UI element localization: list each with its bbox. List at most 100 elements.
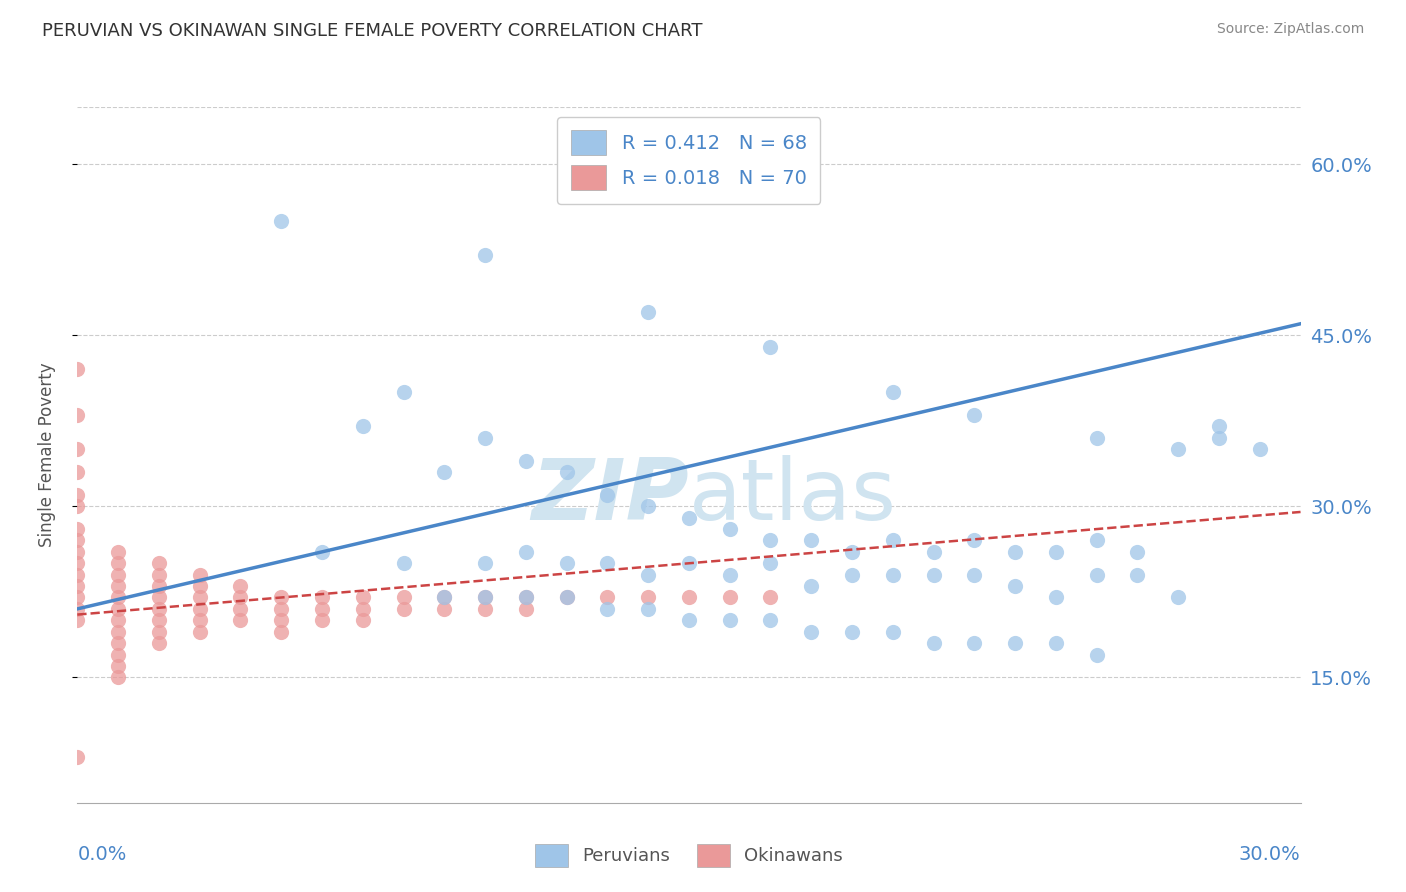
Point: [841, 624, 863, 639]
Legend: R = 0.412   N = 68, R = 0.018   N = 70: R = 0.412 N = 68, R = 0.018 N = 70: [558, 117, 820, 203]
Point: [392, 602, 415, 616]
Point: [270, 214, 292, 228]
Point: [66, 750, 89, 764]
Point: [718, 613, 741, 627]
Point: [718, 591, 741, 605]
Point: [963, 636, 986, 650]
Point: [841, 545, 863, 559]
Point: [596, 488, 619, 502]
Point: [188, 613, 211, 627]
Point: [66, 591, 89, 605]
Point: [678, 591, 700, 605]
Point: [270, 591, 292, 605]
Point: [352, 591, 374, 605]
Point: [66, 488, 89, 502]
Point: [107, 659, 129, 673]
Point: [1249, 442, 1271, 457]
Point: [66, 556, 89, 570]
Point: [759, 533, 782, 548]
Point: [311, 613, 333, 627]
Point: [229, 579, 252, 593]
Point: [1167, 591, 1189, 605]
Point: [107, 613, 129, 627]
Point: [66, 613, 89, 627]
Point: [637, 591, 659, 605]
Point: [474, 602, 496, 616]
Point: [311, 602, 333, 616]
Point: [678, 556, 700, 570]
Point: [433, 591, 456, 605]
Text: Source: ZipAtlas.com: Source: ZipAtlas.com: [1216, 22, 1364, 37]
Point: [474, 591, 496, 605]
Point: [596, 591, 619, 605]
Text: 30.0%: 30.0%: [1239, 845, 1301, 863]
Point: [474, 556, 496, 570]
Point: [922, 567, 945, 582]
Point: [515, 453, 537, 467]
Point: [963, 533, 986, 548]
Point: [718, 522, 741, 536]
Point: [637, 567, 659, 582]
Point: [66, 362, 89, 376]
Point: [1085, 533, 1108, 548]
Point: [66, 465, 89, 479]
Point: [1045, 545, 1067, 559]
Point: [66, 545, 89, 559]
Point: [188, 591, 211, 605]
Text: PERUVIAN VS OKINAWAN SINGLE FEMALE POVERTY CORRELATION CHART: PERUVIAN VS OKINAWAN SINGLE FEMALE POVER…: [42, 22, 703, 40]
Point: [392, 385, 415, 400]
Point: [188, 602, 211, 616]
Point: [188, 624, 211, 639]
Point: [1085, 648, 1108, 662]
Point: [1126, 567, 1149, 582]
Point: [474, 591, 496, 605]
Point: [1045, 636, 1067, 650]
Point: [148, 567, 170, 582]
Point: [678, 510, 700, 524]
Point: [596, 556, 619, 570]
Point: [270, 613, 292, 627]
Point: [229, 591, 252, 605]
Point: [1004, 545, 1026, 559]
Point: [311, 545, 333, 559]
Point: [1004, 579, 1026, 593]
Point: [474, 431, 496, 445]
Text: 0.0%: 0.0%: [77, 845, 127, 863]
Point: [229, 613, 252, 627]
Point: [759, 591, 782, 605]
Point: [678, 613, 700, 627]
Point: [311, 591, 333, 605]
Point: [107, 670, 129, 684]
Text: atlas: atlas: [689, 455, 897, 538]
Point: [66, 602, 89, 616]
Point: [148, 613, 170, 627]
Point: [107, 556, 129, 570]
Point: [1167, 442, 1189, 457]
Point: [963, 567, 986, 582]
Point: [433, 465, 456, 479]
Point: [270, 602, 292, 616]
Point: [188, 567, 211, 582]
Point: [922, 636, 945, 650]
Point: [1208, 419, 1230, 434]
Point: [555, 556, 578, 570]
Point: [107, 624, 129, 639]
Point: [637, 500, 659, 514]
Point: [66, 522, 89, 536]
Point: [107, 567, 129, 582]
Point: [515, 591, 537, 605]
Point: [718, 567, 741, 582]
Point: [882, 385, 904, 400]
Point: [107, 545, 129, 559]
Point: [515, 545, 537, 559]
Point: [1085, 567, 1108, 582]
Point: [66, 567, 89, 582]
Point: [66, 500, 89, 514]
Point: [800, 624, 823, 639]
Point: [107, 636, 129, 650]
Point: [515, 591, 537, 605]
Point: [148, 556, 170, 570]
Point: [66, 442, 89, 457]
Point: [759, 556, 782, 570]
Point: [882, 533, 904, 548]
